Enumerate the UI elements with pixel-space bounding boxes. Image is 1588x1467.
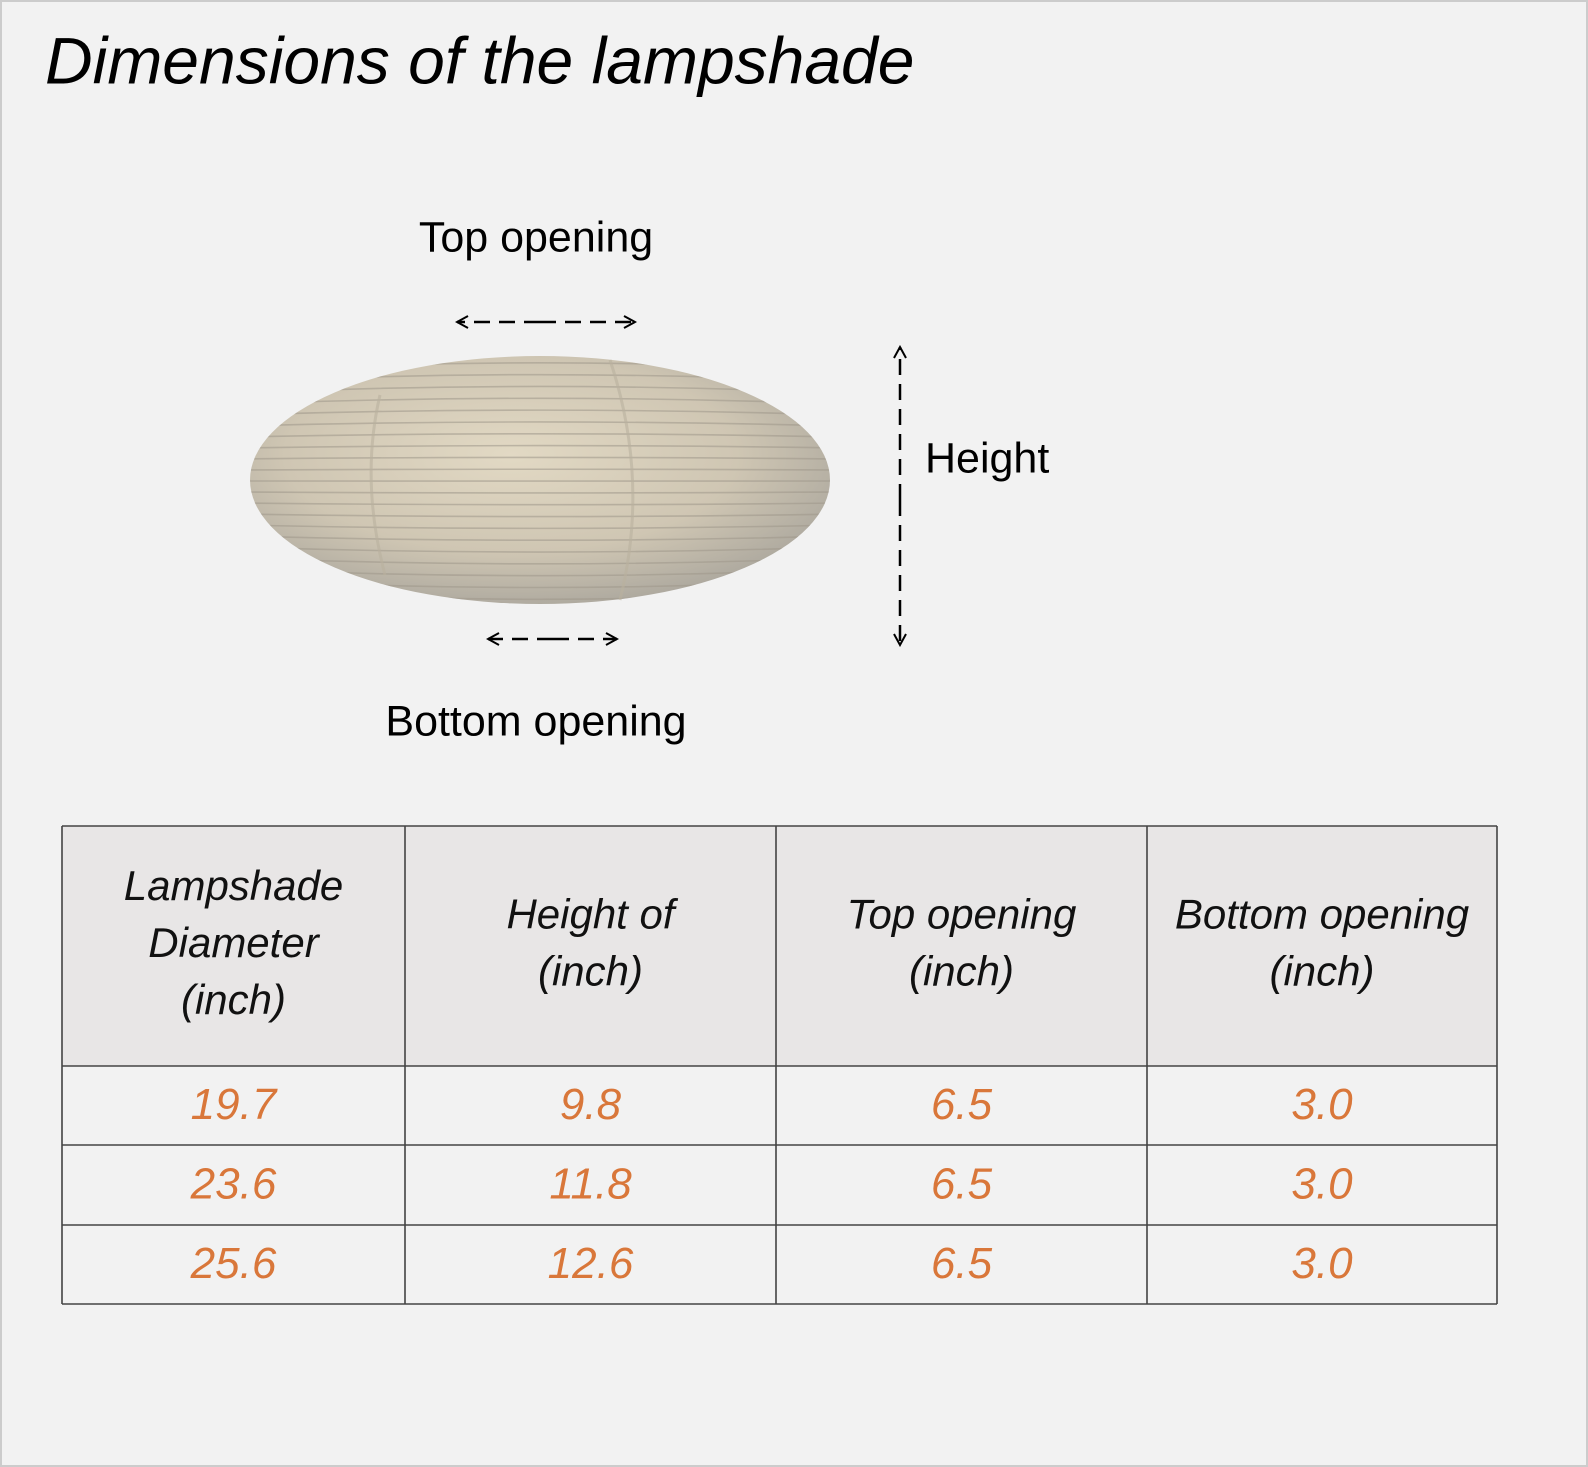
table-cell: 3.0 — [1291, 1080, 1353, 1129]
bottom-opening-label: Bottom opening — [385, 697, 686, 745]
table-header: Height of — [506, 891, 678, 938]
stripe — [250, 546, 830, 553]
stripe — [250, 513, 830, 518]
table-header: Diameter — [148, 919, 320, 966]
table-header-bg — [62, 826, 1497, 1066]
table: Lampshade Diameter (inch) Height of (inch) To… — [61, 825, 1498, 1305]
stripe — [250, 557, 830, 565]
stripe — [250, 456, 830, 460]
table-header: (inch) — [1269, 948, 1374, 995]
stripe — [250, 397, 830, 405]
stripe — [250, 491, 830, 494]
lampshade-image — [250, 356, 830, 604]
stripe — [250, 535, 830, 541]
stripe — [250, 409, 830, 416]
table-header: Bottom opening — [1175, 891, 1469, 938]
table-cell: 6.5 — [931, 1239, 993, 1288]
stripe — [250, 468, 830, 471]
table-header: (inch) — [538, 948, 643, 995]
stripe — [250, 444, 830, 449]
table-header: Top opening — [847, 891, 1077, 938]
stripe — [250, 421, 830, 427]
table-header: (inch) — [181, 976, 286, 1023]
top-opening-label: Top opening — [419, 213, 653, 261]
table-cell: 9.8 — [560, 1080, 622, 1129]
table-header: (inch) — [909, 948, 1014, 995]
table-cell: 3.0 — [1291, 1160, 1353, 1209]
table-cell: 23.6 — [190, 1160, 277, 1209]
table-cell: 11.8 — [549, 1160, 632, 1209]
height-label: Height — [925, 434, 1049, 482]
table-cell: 25.6 — [190, 1239, 277, 1288]
table-header: Lampshade — [124, 862, 344, 909]
table-cell: 6.5 — [931, 1080, 993, 1129]
table-cell: 12.6 — [548, 1239, 634, 1288]
table-cell: 19.7 — [191, 1080, 278, 1129]
stripe — [250, 432, 830, 438]
table-cell: 3.0 — [1291, 1239, 1353, 1288]
title: Dimensions of the lampshade — [45, 23, 914, 97]
table-cell: 6.5 — [931, 1160, 993, 1209]
stripe — [250, 524, 830, 530]
stripe — [250, 502, 830, 506]
